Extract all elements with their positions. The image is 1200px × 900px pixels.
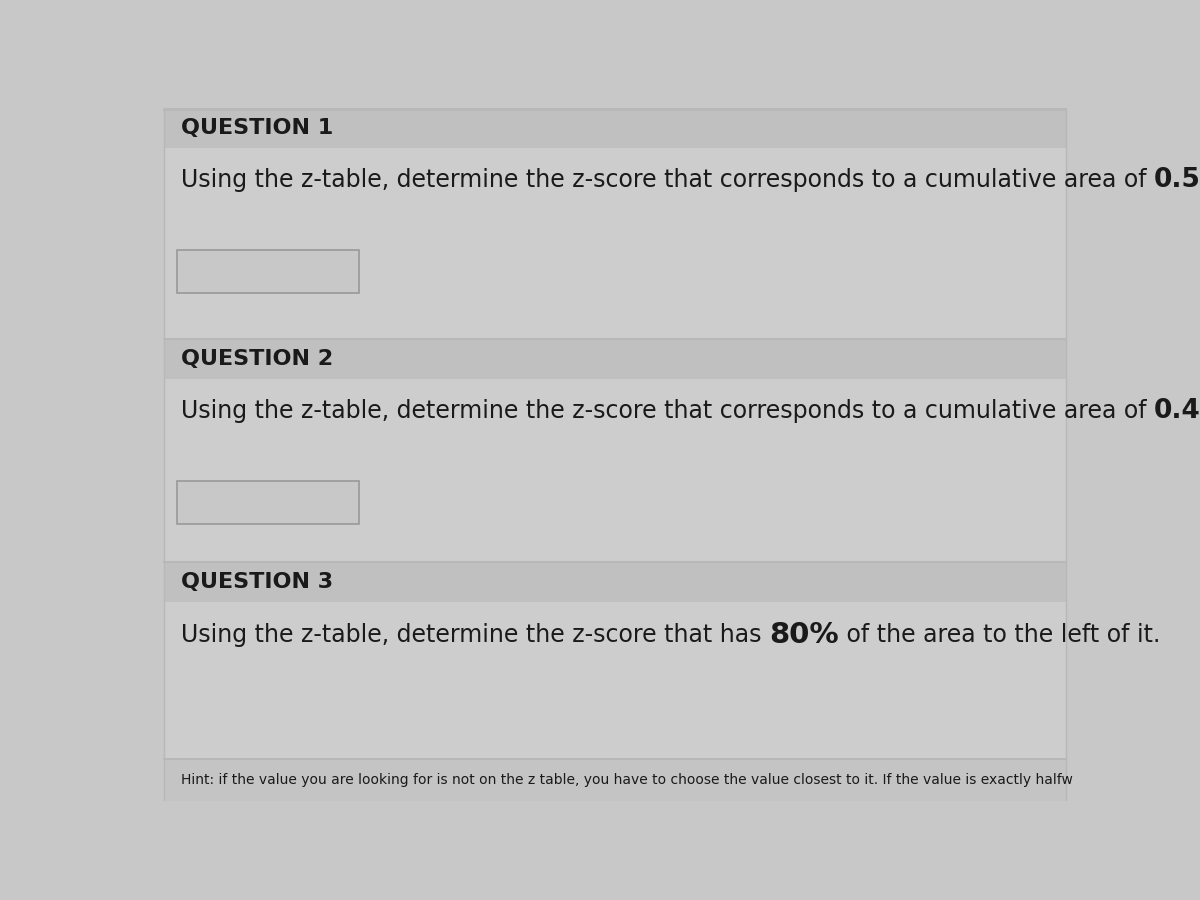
Bar xyxy=(164,379,1066,562)
Bar xyxy=(178,250,359,292)
Text: QUESTION 1: QUESTION 1 xyxy=(181,118,334,138)
Bar xyxy=(164,148,1066,339)
Text: Using the z-table, determine the z-score that corresponds to a cumulative area o: Using the z-table, determine the z-score… xyxy=(181,400,1154,423)
Bar xyxy=(164,562,1066,602)
Text: Using the z-table, determine the z-score that has: Using the z-table, determine the z-score… xyxy=(181,623,769,647)
Text: QUESTION 2: QUESTION 2 xyxy=(181,349,334,369)
Bar xyxy=(164,339,1066,379)
Text: 0.5948.: 0.5948. xyxy=(1154,167,1200,194)
Text: 0.4801.: 0.4801. xyxy=(1154,399,1200,425)
Text: of the area to the left of it.: of the area to the left of it. xyxy=(839,623,1160,647)
Bar xyxy=(178,482,359,524)
Text: 80%: 80% xyxy=(769,621,839,649)
Bar xyxy=(164,108,1066,148)
Bar xyxy=(164,759,1066,801)
Bar xyxy=(164,602,1066,759)
Text: Using the z-table, determine the z-score that corresponds to a cumulative area o: Using the z-table, determine the z-score… xyxy=(181,168,1154,193)
Text: Hint: if the value you are looking for is not on the z table, you have to choose: Hint: if the value you are looking for i… xyxy=(181,773,1073,787)
Text: QUESTION 3: QUESTION 3 xyxy=(181,572,334,592)
